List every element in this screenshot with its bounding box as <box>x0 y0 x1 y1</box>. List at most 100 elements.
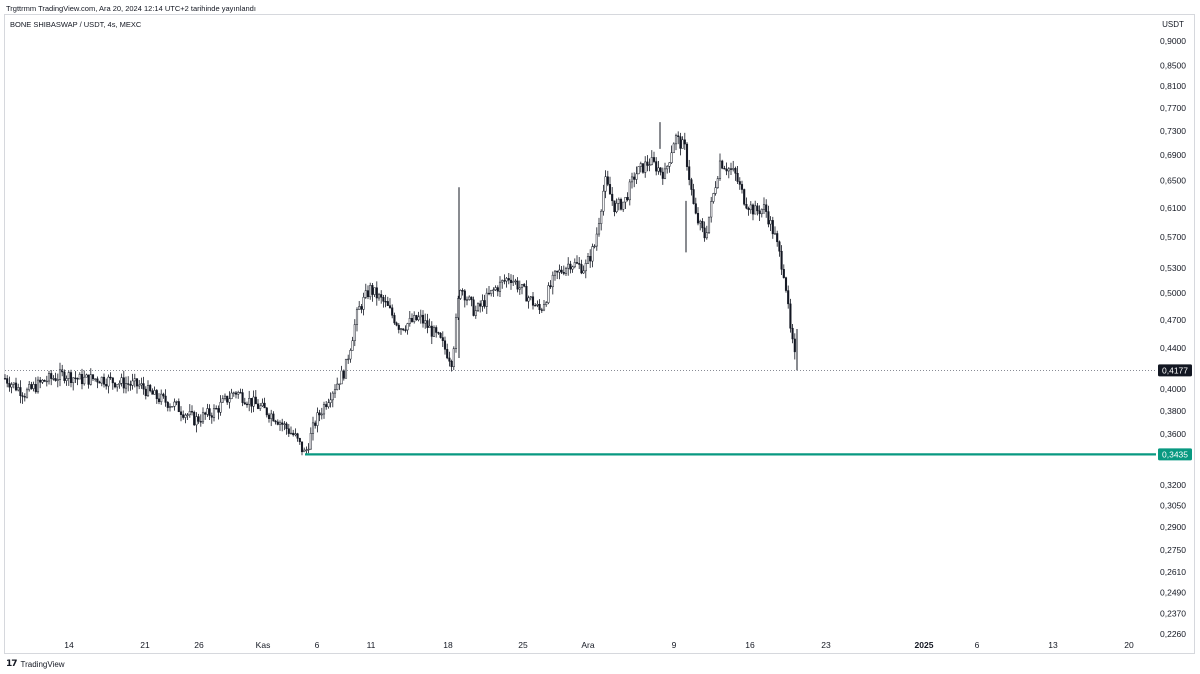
candle-body <box>201 412 205 423</box>
candle-body <box>219 401 222 413</box>
price-tick-label: 0,2490 <box>1160 587 1186 597</box>
candle-body <box>516 280 519 290</box>
candle-body <box>188 411 191 416</box>
candles-group <box>3 122 798 456</box>
candle-body <box>604 176 607 192</box>
candle-body <box>215 408 218 410</box>
candle-body <box>630 176 634 183</box>
time-tick-label: 26 <box>194 640 204 650</box>
candle-body <box>496 287 499 292</box>
candle-body <box>402 328 405 331</box>
candle-body <box>17 387 20 391</box>
candle-body <box>738 181 741 185</box>
candle-body <box>261 402 264 407</box>
candle-body <box>206 408 209 415</box>
candle-body <box>204 412 207 415</box>
candle-body <box>149 385 152 392</box>
candle-body <box>217 408 220 413</box>
candle-body <box>380 294 383 298</box>
candle-body <box>657 167 660 172</box>
candle-body <box>716 178 719 188</box>
candle-body <box>298 438 301 443</box>
candle-body <box>294 433 297 436</box>
candle-body <box>166 402 169 408</box>
candle-body <box>560 269 563 273</box>
candle-body <box>681 139 684 149</box>
candle-body <box>184 414 187 418</box>
candle-body <box>133 378 136 382</box>
candle-body <box>637 166 640 175</box>
candle-body <box>41 379 44 383</box>
candle-body <box>190 411 194 413</box>
candle-body <box>415 315 418 321</box>
candle-body <box>21 395 24 397</box>
candle-body <box>320 413 323 416</box>
candle-body <box>672 143 675 154</box>
candle-body <box>127 383 130 385</box>
candle-body <box>193 411 196 426</box>
candle-body <box>611 193 614 202</box>
candle-body <box>63 371 66 381</box>
candle-body <box>358 306 361 310</box>
candle-body <box>435 327 438 333</box>
price-tick-label: 0,4400 <box>1160 343 1186 353</box>
candle-body <box>586 256 590 264</box>
candle-body <box>263 402 266 409</box>
candle-body <box>743 189 746 205</box>
candle-body <box>558 269 561 273</box>
candle-body <box>663 168 667 179</box>
currency-selector[interactable]: USDT <box>1162 20 1184 29</box>
candle-body <box>780 250 783 270</box>
price-tick-label: 0,6100 <box>1160 203 1186 213</box>
candle-body <box>69 372 73 383</box>
candle-body <box>448 357 451 362</box>
candle-body <box>452 348 455 367</box>
candle-body <box>61 369 64 373</box>
candle-body <box>228 398 231 403</box>
candle-body <box>144 388 147 397</box>
price-tick-label: 0,3200 <box>1160 480 1186 490</box>
candle-body <box>10 384 13 388</box>
support-price-badge <box>1158 448 1192 461</box>
candle-body <box>690 179 693 190</box>
candle-body <box>338 383 341 385</box>
candle-body <box>472 299 475 316</box>
price-tick-label: 0,2900 <box>1160 522 1186 532</box>
footer-brand: TradingView <box>20 659 65 669</box>
candle-body <box>578 263 581 265</box>
candle-body <box>6 378 9 384</box>
candle-body <box>226 395 229 403</box>
time-tick-label: 21 <box>140 640 150 650</box>
candle-body <box>410 318 414 322</box>
candle-body <box>276 421 279 425</box>
candle-body <box>353 324 356 341</box>
candle-body <box>36 379 40 393</box>
candle-body <box>589 256 592 262</box>
candle-body <box>564 267 568 274</box>
time-axis[interactable]: 14 21 26 Kas 6 11 18 25 Ara 9 16 23 2025 6 13 20 <box>64 640 1134 650</box>
candle-body <box>490 289 493 295</box>
candle-body <box>580 264 583 274</box>
candle-body <box>573 262 576 268</box>
candle-body <box>259 405 262 409</box>
candle-body <box>135 378 139 387</box>
candle-body <box>463 290 466 301</box>
candle-body <box>707 216 711 233</box>
candle-body <box>683 139 686 145</box>
candle-body <box>567 263 570 269</box>
candle-body <box>694 203 697 214</box>
candle-body <box>138 384 141 387</box>
price-axis[interactable]: 0,9000 0,8500 0,8100 0,7700 0,7300 0,6900 0,65… <box>1160 36 1186 639</box>
symbol-title[interactable]: BONE SHIBASWAP / USDT, 4s, MEXC <box>10 20 142 29</box>
price-tick-label: 0,6500 <box>1160 176 1186 186</box>
candle-body <box>575 262 579 264</box>
price-tick-label: 0,5700 <box>1160 232 1186 242</box>
price-tick-label: 0,2610 <box>1160 567 1186 577</box>
candle-body <box>661 171 664 179</box>
candle-body <box>778 241 781 252</box>
candle-body <box>344 358 348 379</box>
candle-body <box>419 314 422 318</box>
candle-body <box>384 301 387 303</box>
candle-body <box>670 152 673 164</box>
